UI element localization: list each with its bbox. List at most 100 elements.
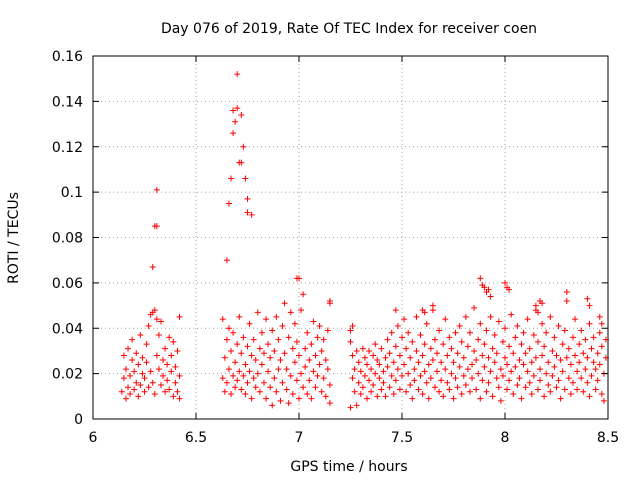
data-point [569,379,576,386]
data-point [431,336,438,343]
data-point [543,329,550,336]
data-point [238,386,245,393]
data-point [427,375,434,382]
data-point [557,357,564,364]
data-point [431,384,438,391]
data-point [396,386,403,393]
data-point [221,354,228,361]
data-point [260,379,267,386]
data-point [471,347,478,354]
data-point [483,327,490,334]
data-point [279,379,286,386]
data-point [293,338,300,345]
data-point [567,361,574,368]
data-point [485,379,492,386]
data-point [407,354,414,361]
data-point [248,395,255,402]
data-point [380,379,387,386]
data-point [471,304,478,311]
data-point [584,379,591,386]
data-point [236,368,243,375]
data-point [485,286,492,293]
data-point [347,404,354,411]
data-point [532,354,539,361]
data-point [135,393,142,400]
data-point [580,350,587,357]
data-point [534,386,541,393]
data-point [129,336,136,343]
data-point [475,370,482,377]
data-point [155,332,162,339]
data-point [520,329,527,336]
data-point [133,350,140,357]
data-point [516,375,523,382]
data-point [310,318,317,325]
data-point [162,345,169,352]
data-point [166,386,173,393]
data-point [561,327,568,334]
data-point [238,159,245,166]
data-point [553,352,560,359]
data-point [242,361,249,368]
data-point [258,361,265,368]
data-point [384,363,391,370]
data-point [448,370,455,377]
data-point [357,391,364,398]
data-point [413,347,420,354]
data-point [246,368,253,375]
data-point [456,322,463,329]
data-point [473,386,480,393]
data-point [409,338,416,345]
data-point [576,341,583,348]
data-point [382,393,389,400]
data-point [429,302,436,309]
data-point [122,366,129,373]
data-point [444,379,451,386]
x-tick-label: 6 [89,430,98,446]
data-point [141,388,148,395]
data-point [411,377,418,384]
data-point [363,361,370,368]
data-point [481,284,488,291]
data-point [477,395,484,402]
data-point [120,375,127,382]
data-point [234,71,241,78]
data-point [388,329,395,336]
plot-frame [92,55,609,420]
data-point [458,338,465,345]
y-tick-label: 0.08 [52,231,83,247]
data-point [549,347,556,354]
data-point [143,341,150,348]
data-point [578,327,585,334]
data-point [574,368,581,375]
data-point [600,397,607,404]
data-point [137,332,144,339]
data-point [514,381,521,388]
data-point [376,375,383,382]
data-point [157,318,164,325]
data-point [405,329,412,336]
data-point [555,322,562,329]
data-point [145,322,152,329]
data-point [298,370,305,377]
data-point [240,334,247,341]
data-point [518,341,525,348]
data-point [415,359,422,366]
y-tick-label: 0.02 [52,367,83,383]
data-point [351,388,358,395]
data-point [417,372,424,379]
data-point [353,402,360,409]
data-point [277,357,284,364]
data-point [376,361,383,368]
data-point [460,372,467,379]
data-point [563,288,570,295]
data-point [153,223,160,230]
data-point [582,336,589,343]
data-point [164,377,171,384]
axis-ticks: 6 6.5 7 7.5 8 8.5 0 0.02 0.04 0.06 0.08 0.1 0.12 0.14… [52,49,619,446]
data-point [118,388,125,395]
data-point [386,350,393,357]
data-point [172,379,179,386]
data-point [495,318,502,325]
data-point [396,352,403,359]
